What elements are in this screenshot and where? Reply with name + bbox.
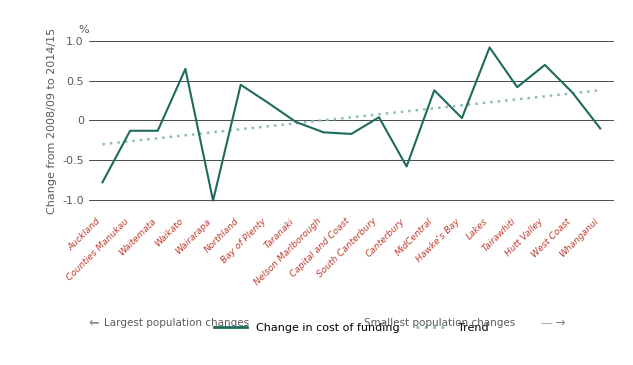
Text: Smallest population changes: Smallest population changes bbox=[364, 318, 515, 328]
Text: →: → bbox=[554, 316, 565, 330]
Legend: Change in cost of funding, Trend: Change in cost of funding, Trend bbox=[209, 319, 494, 338]
Text: %: % bbox=[78, 25, 89, 35]
Text: ←: ← bbox=[89, 316, 99, 330]
Text: Largest population changes: Largest population changes bbox=[104, 318, 249, 328]
Y-axis label: Change from 2008/09 to 2014/15: Change from 2008/09 to 2014/15 bbox=[47, 27, 56, 214]
